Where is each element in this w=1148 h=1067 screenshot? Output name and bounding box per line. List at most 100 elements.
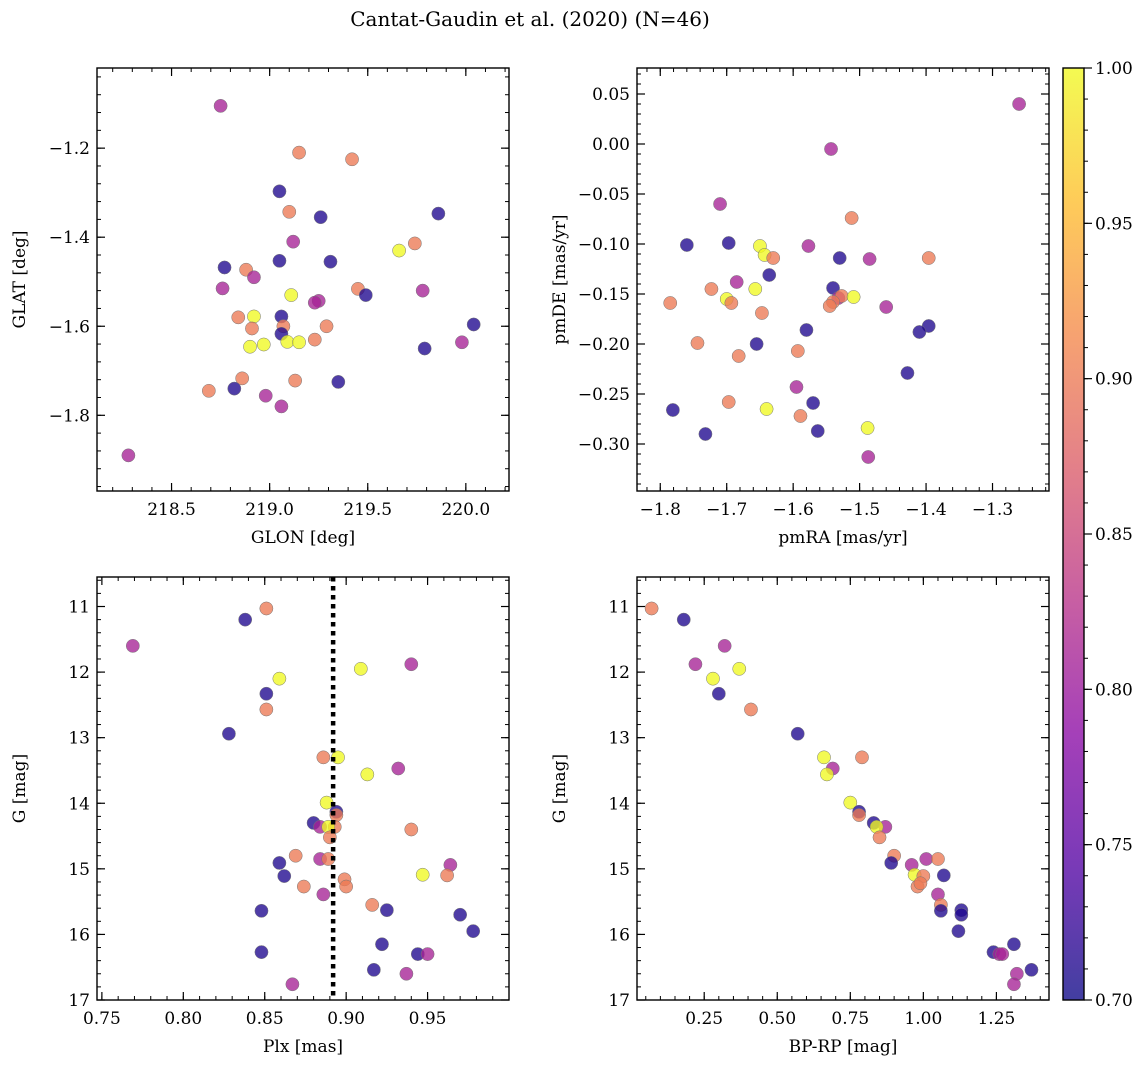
scatter-point — [440, 868, 454, 883]
x-tick-label: 0.50 — [758, 1009, 796, 1029]
y-tick-label: 14 — [608, 794, 630, 814]
scatter-point — [375, 937, 389, 952]
y-tick-label: 11 — [68, 598, 90, 618]
scatter-point — [919, 852, 934, 866]
scatter-point — [345, 152, 359, 167]
scatter-point — [921, 251, 936, 265]
scatter-point — [855, 750, 869, 765]
y-tick-label: 12 — [608, 663, 630, 683]
scatter-point — [748, 282, 763, 296]
scatter-point — [860, 421, 875, 435]
scatter-point — [810, 424, 825, 438]
scatter-point — [801, 239, 816, 253]
scatter-point — [366, 962, 381, 977]
scatter-point — [286, 234, 301, 249]
y-axis-label: G [mag] — [550, 754, 570, 823]
scatter-point — [732, 661, 747, 676]
y-tick-label: 13 — [608, 729, 630, 749]
scatter-point — [731, 349, 746, 363]
y-tick-label: 13 — [68, 729, 90, 749]
scatter-point — [316, 750, 331, 765]
y-tick-label: 12 — [68, 663, 90, 683]
scatter-point — [884, 856, 899, 870]
scatter-point — [420, 947, 435, 961]
scatter-point — [721, 395, 736, 409]
y-tick-label: 15 — [608, 860, 630, 880]
scatter-point — [407, 236, 422, 251]
x-tick-label: 0.25 — [685, 1009, 723, 1029]
axes-frame — [636, 576, 1050, 1001]
scatter-point — [339, 879, 354, 894]
y-tick-label: −0.05 — [578, 185, 630, 205]
scatter-point — [254, 903, 269, 918]
scatter-point — [256, 337, 271, 352]
scatter-point — [688, 657, 703, 672]
scatter-point — [307, 295, 322, 310]
scatter-point — [676, 612, 691, 627]
x-tick-label: 0.80 — [164, 1009, 202, 1029]
scatter-point — [288, 373, 303, 388]
scatter-point — [392, 243, 406, 258]
colorbar-tick-label: 0.70 — [1095, 991, 1133, 1011]
scatter-point — [272, 856, 287, 870]
scatter-point — [744, 702, 758, 717]
scatter-point — [227, 381, 242, 396]
scatter-point — [820, 767, 834, 782]
scatter-point — [404, 657, 419, 672]
scatter-point — [254, 945, 269, 959]
scatter-point — [666, 403, 680, 417]
scatter-point — [222, 726, 236, 741]
y-axis-label: G [mag] — [10, 754, 30, 823]
scatter-point — [749, 337, 764, 351]
scatter-point — [288, 848, 303, 863]
scatter-point — [201, 383, 216, 398]
scatter-point — [766, 251, 781, 265]
x-axis-label: pmRA [mas/yr] — [778, 528, 907, 548]
y-tick-label: 17 — [68, 991, 90, 1011]
scatter-point — [799, 323, 814, 337]
scatter-point — [912, 325, 927, 339]
y-tick-label: −0.30 — [578, 435, 630, 455]
x-axis-label: Plx [mas] — [263, 1037, 343, 1057]
scatter-point — [644, 601, 659, 616]
scatter-point — [954, 907, 969, 922]
x-tick-label: 1.00 — [904, 1009, 942, 1029]
scatter-point — [235, 371, 250, 386]
scatter-point — [215, 281, 230, 296]
scatter-point — [353, 661, 368, 676]
scatter-point — [913, 876, 928, 891]
scatter-point — [843, 795, 858, 810]
x-tick-label: 220.0 — [442, 500, 491, 520]
scatter-point — [404, 822, 419, 837]
scatter-point — [861, 450, 876, 464]
x-tick-label: 219.5 — [343, 500, 392, 520]
y-tick-label: −0.25 — [578, 385, 630, 405]
x-tick-label: −1.8 — [640, 500, 681, 520]
scatter-point — [846, 290, 861, 304]
scatter-point — [417, 341, 432, 356]
scatter-point — [872, 830, 887, 845]
scatter-point — [277, 869, 292, 883]
scatter-point — [296, 879, 311, 894]
y-tick-label: −0.10 — [578, 235, 630, 255]
scatter-point — [121, 448, 136, 463]
colorbar: 0.70 0.75 0.80 0.85 0.90 0.95 1.00 — [1062, 59, 1133, 1011]
scatter-point — [931, 852, 945, 866]
y-tick-label: −0.15 — [578, 285, 630, 305]
scatter-point — [879, 300, 894, 314]
y-tick-label: −1.4 — [49, 228, 90, 248]
scatter-point — [793, 409, 808, 423]
y-tick-label: 17 — [608, 991, 630, 1011]
scatter-point — [832, 251, 847, 265]
x-tick-label: 0.95 — [409, 1009, 447, 1029]
scatter-point — [243, 339, 257, 354]
axes-frame — [96, 67, 510, 492]
scatter-point — [721, 236, 736, 250]
scatter-point — [455, 335, 469, 350]
scatter-point — [453, 907, 467, 922]
scatter-point — [415, 867, 430, 882]
scatter-point — [698, 427, 713, 441]
x-tick-label: 0.75 — [831, 1009, 869, 1029]
x-axis-label: GLON [deg] — [251, 528, 355, 548]
